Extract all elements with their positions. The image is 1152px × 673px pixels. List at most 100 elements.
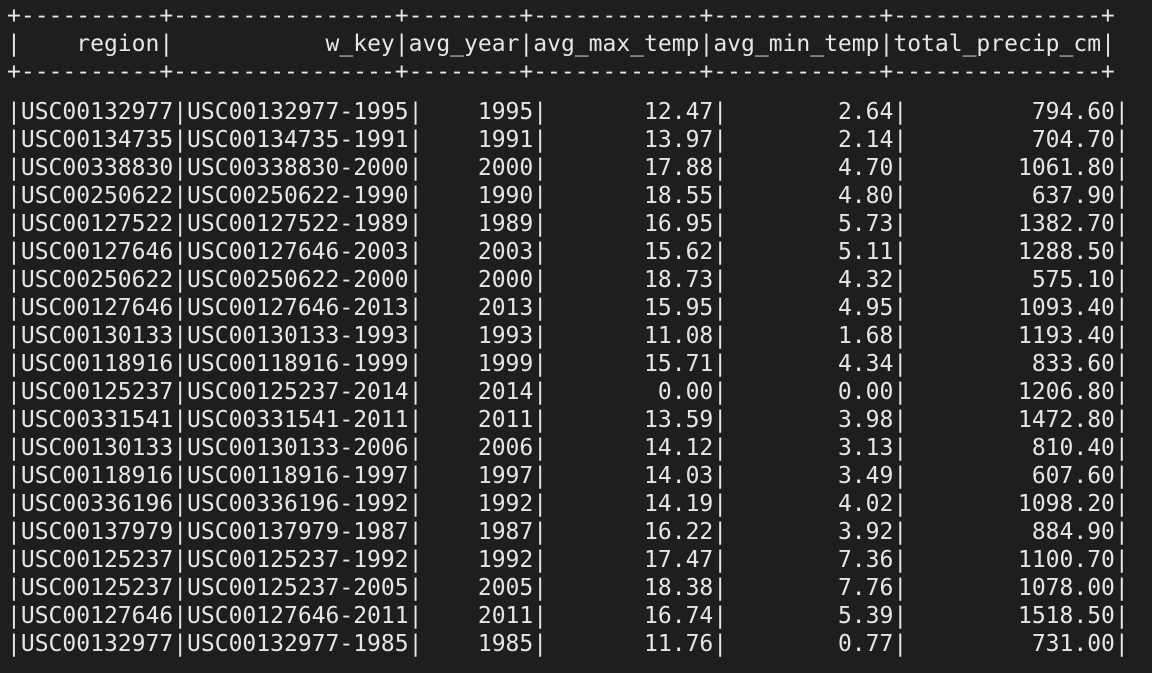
cell-region: USC00127646 — [20, 239, 174, 265]
cell-avg-max-temp: 18.55 — [644, 183, 714, 209]
table-row: |USC00127646|USC00127646-2013| 2013| 15.… — [7, 295, 1129, 321]
cell-avg-max-temp: 17.47 — [644, 547, 714, 573]
table-row: |USC00125237|USC00125237-2005| 2005| 18.… — [7, 575, 1129, 601]
cell-avg-min-temp: 5.11 — [837, 239, 894, 265]
cell-avg-max-temp: 12.47 — [644, 99, 714, 125]
cell-total-precip-cm: 731.00 — [1031, 631, 1115, 657]
cell-avg-min-temp: 2.64 — [837, 99, 894, 125]
cell-avg-min-temp: 3.92 — [837, 519, 894, 545]
table-row: |USC00130133|USC00130133-1993| 1993| 11.… — [7, 323, 1129, 349]
cell-avg-min-temp: 1.68 — [837, 323, 894, 349]
cell-avg-max-temp: 14.03 — [644, 463, 714, 489]
cell-avg-min-temp: 3.49 — [837, 463, 894, 489]
cell-w-key: USC00331541-2011 — [187, 407, 409, 433]
table-row: |USC00125237|USC00125237-2014| 2014| 0.0… — [7, 379, 1129, 405]
cell-avg-max-temp: 14.19 — [644, 491, 714, 517]
table-row: |USC00118916|USC00118916-1999| 1999| 15.… — [7, 351, 1129, 377]
cell-region: USC00125237 — [20, 575, 174, 601]
cell-total-precip-cm: 575.10 — [1031, 267, 1115, 293]
table-header-row: | region| w_key|avg_year|avg_max_temp|av… — [7, 31, 1115, 57]
cell-total-precip-cm: 607.60 — [1031, 463, 1115, 489]
cell-region: USC00338830 — [20, 155, 174, 181]
cell-avg-year: 2011 — [477, 407, 534, 433]
cell-total-precip-cm: 1288.50 — [1017, 239, 1115, 265]
cell-avg-min-temp: 4.95 — [837, 295, 894, 321]
cell-total-precip-cm: 1518.50 — [1017, 603, 1115, 629]
cell-avg-min-temp: 3.13 — [837, 435, 894, 461]
cell-avg-year: 1993 — [477, 323, 534, 349]
cell-avg-min-temp: 4.34 — [837, 351, 894, 377]
cell-region: USC00132977 — [20, 99, 174, 125]
cell-avg-max-temp: 15.95 — [644, 295, 714, 321]
cell-region: USC00130133 — [20, 323, 174, 349]
table-row: |USC00127522|USC00127522-1989| 1989| 16.… — [7, 211, 1129, 237]
cell-avg-year: 1992 — [477, 491, 534, 517]
cell-avg-max-temp: 17.88 — [644, 155, 714, 181]
cell-total-precip-cm: 1382.70 — [1017, 211, 1115, 237]
cell-region: USC00127646 — [20, 603, 174, 629]
cell-avg-min-temp: 7.36 — [837, 547, 894, 573]
table-border-middle: +----------+----------------+--------+--… — [7, 59, 1115, 85]
cell-region: USC00118916 — [20, 351, 174, 377]
cell-region: USC00118916 — [20, 463, 174, 489]
cell-avg-max-temp: 15.71 — [644, 351, 714, 377]
table-row: |USC00338830|USC00338830-2000| 2000| 17.… — [7, 155, 1129, 181]
cell-w-key: USC00127646-2013 — [187, 295, 409, 321]
cell-avg-year: 1990 — [477, 183, 534, 209]
cell-avg-year: 2006 — [477, 435, 534, 461]
cell-w-key: USC00137979-1987 — [187, 519, 409, 545]
table-row: |USC00127646|USC00127646-2003| 2003| 15.… — [7, 239, 1129, 265]
column-header-w-key: w_key — [325, 31, 395, 57]
cell-region: USC00125237 — [20, 547, 174, 573]
cell-avg-max-temp: 13.97 — [644, 127, 714, 153]
cell-avg-year: 1997 — [477, 463, 534, 489]
cell-w-key: USC00125237-1992 — [187, 547, 409, 573]
cell-avg-year: 2011 — [477, 603, 534, 629]
cell-region: USC00331541 — [20, 407, 174, 433]
cell-avg-min-temp: 2.14 — [837, 127, 894, 153]
cell-w-key: USC00250622-1990 — [187, 183, 409, 209]
cell-avg-max-temp: 0.00 — [657, 379, 714, 405]
table-border-bottom: +----------+----------------+--------+--… — [7, 668, 1115, 673]
cell-w-key: USC00125237-2005 — [187, 575, 409, 601]
table-row: |USC00127646|USC00127646-2011| 2011| 16.… — [7, 603, 1129, 629]
cell-avg-year: 2013 — [477, 295, 534, 321]
cell-avg-year: 2003 — [477, 239, 534, 265]
cell-total-precip-cm: 1098.20 — [1017, 491, 1115, 517]
cell-total-precip-cm: 1100.70 — [1017, 547, 1115, 573]
cell-avg-min-temp: 5.39 — [837, 603, 894, 629]
table-border-top: +----------+----------------+--------+--… — [7, 3, 1115, 29]
cell-avg-year: 1989 — [477, 211, 534, 237]
table-row: |USC00331541|USC00331541-2011| 2011| 13.… — [7, 407, 1129, 433]
cell-region: USC00125237 — [20, 379, 174, 405]
table-row: |USC00132977|USC00132977-1995| 1995| 12.… — [7, 99, 1129, 125]
cell-w-key: USC00127646-2003 — [187, 239, 409, 265]
cell-avg-max-temp: 14.12 — [644, 435, 714, 461]
cell-avg-min-temp: 4.70 — [837, 155, 894, 181]
cell-region: USC00134735 — [20, 127, 174, 153]
cell-total-precip-cm: 1206.80 — [1017, 379, 1115, 405]
cell-w-key: USC00127646-2011 — [187, 603, 409, 629]
column-header-region: region — [76, 31, 160, 57]
cell-w-key: USC00127522-1989 — [187, 211, 409, 237]
table-row: |USC00132977|USC00132977-1985| 1985| 11.… — [7, 631, 1129, 657]
cell-avg-max-temp: 11.76 — [644, 631, 714, 657]
column-header-avg-max-temp: avg_max_temp — [533, 31, 700, 57]
cell-avg-max-temp: 16.95 — [644, 211, 714, 237]
column-header-total-precip-cm: total_precip_cm — [893, 31, 1102, 57]
table-row: |USC00118916|USC00118916-1997| 1997| 14.… — [7, 463, 1129, 489]
table-row: |USC00137979|USC00137979-1987| 1987| 16.… — [7, 519, 1129, 545]
cell-avg-max-temp: 16.22 — [644, 519, 714, 545]
cell-w-key: USC00130133-1993 — [187, 323, 409, 349]
table-row: |USC00130133|USC00130133-2006| 2006| 14.… — [7, 435, 1129, 461]
cell-avg-max-temp: 16.74 — [644, 603, 714, 629]
cell-total-precip-cm: 1093.40 — [1017, 295, 1115, 321]
table-row: |USC00250622|USC00250622-1990| 1990| 18.… — [7, 183, 1129, 209]
cell-total-precip-cm: 884.90 — [1031, 519, 1115, 545]
cell-total-precip-cm: 1061.80 — [1017, 155, 1115, 181]
cell-region: USC00137979 — [20, 519, 174, 545]
cell-total-precip-cm: 833.60 — [1031, 351, 1115, 377]
cell-avg-max-temp: 18.38 — [644, 575, 714, 601]
cell-avg-max-temp: 18.73 — [644, 267, 714, 293]
